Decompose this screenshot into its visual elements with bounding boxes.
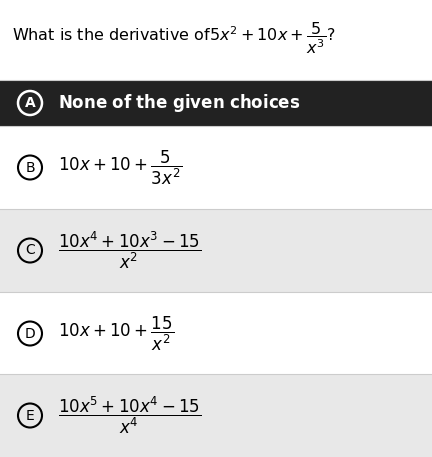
- FancyBboxPatch shape: [0, 80, 432, 126]
- Text: $\dfrac{10x^4 + 10x^3 - 15}{x^2}$: $\dfrac{10x^4 + 10x^3 - 15}{x^2}$: [58, 230, 201, 271]
- Text: D: D: [25, 326, 35, 340]
- FancyBboxPatch shape: [0, 209, 432, 292]
- Text: $\mathbf{None\ of\ the\ given\ choices}$: $\mathbf{None\ of\ the\ given\ choices}$: [58, 92, 300, 114]
- Text: $10x + 10 + \dfrac{15}{x^2}$: $10x + 10 + \dfrac{15}{x^2}$: [58, 314, 174, 353]
- Text: A: A: [25, 96, 35, 110]
- FancyBboxPatch shape: [0, 374, 432, 457]
- Text: E: E: [25, 409, 35, 423]
- FancyBboxPatch shape: [0, 126, 432, 209]
- Text: What is the derivative of$5x^2 + 10x + \dfrac{5}{x^3}$?: What is the derivative of$5x^2 + 10x + \…: [12, 21, 335, 56]
- Text: $\dfrac{10x^5 + 10x^4 - 15}{x^4}$: $\dfrac{10x^5 + 10x^4 - 15}{x^4}$: [58, 395, 201, 436]
- FancyBboxPatch shape: [0, 292, 432, 375]
- Text: C: C: [25, 244, 35, 257]
- Text: $10x + 10 + \dfrac{5}{3x^2}$: $10x + 10 + \dfrac{5}{3x^2}$: [58, 149, 182, 186]
- Text: B: B: [25, 160, 35, 175]
- FancyBboxPatch shape: [0, 0, 432, 80]
